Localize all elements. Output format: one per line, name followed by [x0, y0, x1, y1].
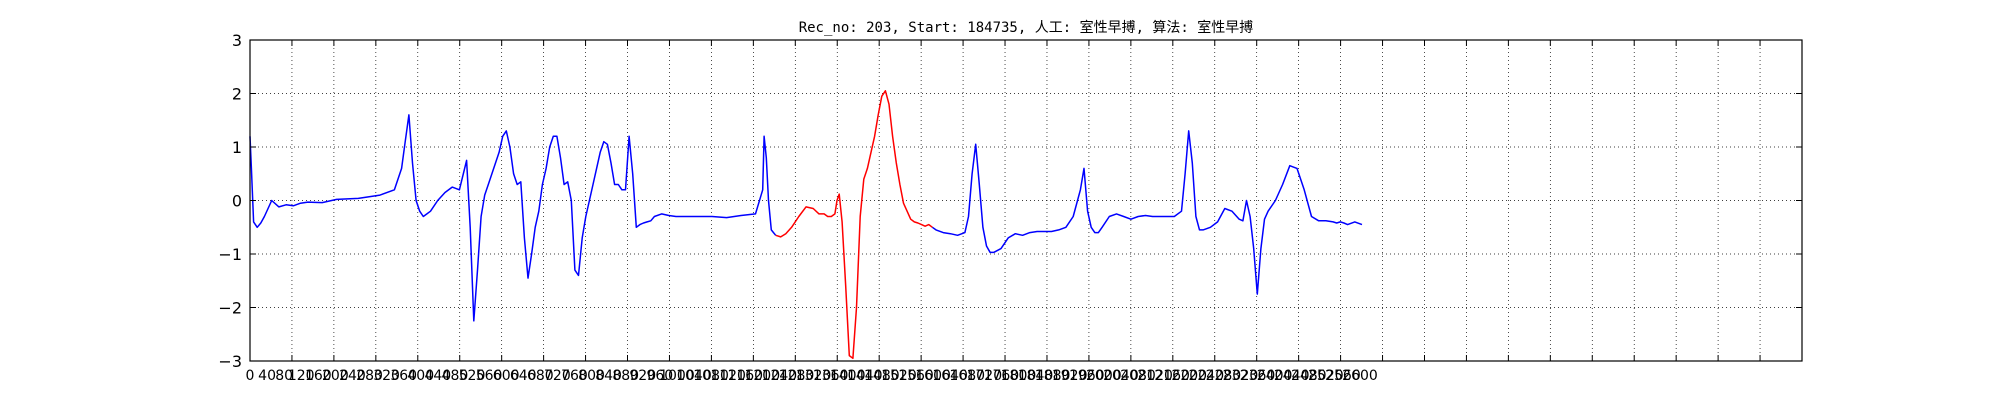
x-tick-label: 2520 — [1308, 368, 1344, 384]
x-tick-label: 1360 — [813, 368, 849, 384]
y-tick-label: 1 — [232, 138, 242, 157]
x-tick-label: 1480 — [864, 368, 900, 384]
y-tick-label: 0 — [232, 192, 242, 211]
x-tick-label: 1000 — [659, 368, 695, 384]
x-tick-label: 720 — [544, 368, 571, 384]
x-tick-label: 1520 — [881, 368, 917, 384]
x-tick-label: 1320 — [796, 368, 832, 384]
x-tick-label: 120 — [288, 368, 315, 384]
x-tick-label: 560 — [476, 368, 503, 384]
x-tick-label: 1560 — [898, 368, 934, 384]
x-tick-label: 1920 — [1052, 368, 1088, 384]
x-tick-label: 1120 — [710, 368, 746, 384]
x-tick-label: 440 — [424, 368, 451, 384]
x-tick-label: 320 — [373, 368, 400, 384]
x-tick-label: 160 — [305, 368, 332, 384]
x-tick-label: 1440 — [847, 368, 883, 384]
x-tick-label: 80 — [275, 368, 293, 384]
x-tick-label: 2120 — [1137, 368, 1173, 384]
x-tick-label: 2160 — [1154, 368, 1190, 384]
x-tick-label: 1200 — [744, 368, 780, 384]
y-tick-label: −2 — [218, 299, 242, 318]
ecg-normal-after-line — [931, 130, 1363, 295]
x-tick-label: 2200 — [1171, 368, 1207, 384]
x-tick-label: 960 — [646, 368, 673, 384]
x-tick-label: 1080 — [693, 368, 729, 384]
x-tick-label: 240 — [339, 368, 366, 384]
x-tick-label: 1160 — [727, 368, 763, 384]
x-tick-label: 2080 — [1120, 368, 1156, 384]
x-tick-label: 2000 — [1086, 368, 1122, 384]
x-tick-label: 2440 — [1274, 368, 1310, 384]
x-tick-label: 2240 — [1188, 368, 1224, 384]
x-tick-label: 0 — [246, 368, 255, 384]
y-axis: 3 2 1 0 −1 −2 −3 — [218, 31, 1802, 371]
x-tick-label: 280 — [356, 368, 383, 384]
y-tick-label: 3 — [232, 31, 242, 50]
chart-title: Rec_no: 203, Start: 184735, 人工: 室性早搏, 算法… — [798, 20, 1254, 36]
x-tick-label: 920 — [629, 368, 656, 384]
x-tick-label: 2600 — [1342, 368, 1378, 384]
x-tick-label: 1720 — [966, 368, 1002, 384]
x-tick-label: 2280 — [1206, 368, 1242, 384]
x-tick-label: 1240 — [762, 368, 798, 384]
x-tick-label: 2400 — [1257, 368, 1293, 384]
x-tick-label: 40 — [258, 368, 276, 384]
grid-layer — [250, 40, 1802, 361]
x-tick-label: 1760 — [984, 368, 1020, 384]
x-tick-label: 2320 — [1223, 368, 1259, 384]
y-tick-label: −3 — [218, 352, 242, 371]
x-tick-label: 520 — [459, 368, 486, 384]
x-tick-label: 760 — [561, 368, 588, 384]
x-tick-label: 840 — [595, 368, 622, 384]
series-layer — [249, 90, 1363, 360]
x-tick-label: 1800 — [1001, 368, 1037, 384]
x-tick-label: 360 — [390, 368, 417, 384]
x-tick-label: 2480 — [1291, 368, 1327, 384]
x-tick-label: 1840 — [1018, 368, 1054, 384]
x-tick-label: 1600 — [915, 368, 951, 384]
x-tick-label: 680 — [527, 368, 554, 384]
x-tick-label: 1040 — [676, 368, 712, 384]
x-tick-label: 1880 — [1035, 368, 1071, 384]
x-tick-label: 2560 — [1325, 368, 1361, 384]
x-tick-label: 1960 — [1069, 368, 1105, 384]
x-tick-label: 480 — [442, 368, 469, 384]
x-tick-label: 800 — [578, 368, 605, 384]
x-tick-label: 1640 — [932, 368, 968, 384]
x-tick-label: 1280 — [779, 368, 815, 384]
x-tick-label: 880 — [612, 368, 639, 384]
x-tick-label: 2040 — [1103, 368, 1139, 384]
x-tick-label: 640 — [510, 368, 537, 384]
x-tick-label: 600 — [493, 368, 520, 384]
x-tick-label: 1680 — [949, 368, 985, 384]
ecg-normal-before-line — [249, 114, 777, 322]
x-tick-label: 400 — [407, 368, 434, 384]
x-tick-label: 2360 — [1240, 368, 1276, 384]
x-tick-label: 1400 — [830, 368, 866, 384]
ecg-pvc-segment-line — [775, 90, 933, 360]
x-tick-label: 200 — [322, 368, 349, 384]
y-tick-label: 2 — [232, 85, 242, 104]
x-axis: 0 40 8012016020024028032036040044048052056… — [246, 40, 1803, 384]
y-tick-label: −1 — [218, 245, 242, 264]
